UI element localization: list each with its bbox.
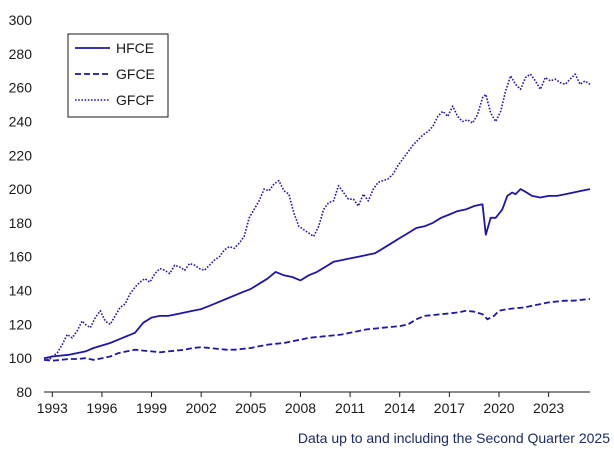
x-tick-label: 2014 [384,400,415,416]
y-tick-label: 120 [9,316,33,332]
y-tick-label: 180 [9,215,33,231]
legend-box [67,33,169,118]
y-tick-label: 260 [9,80,33,96]
x-tick-label: 2020 [483,400,514,416]
legend: HFCE GFCE GFCF [67,33,169,118]
y-tick-label: 160 [9,249,33,265]
y-tick-label: 240 [9,113,33,129]
y-axis: 80 100 120 140 160 180 200 220 240 260 280 300 [9,12,33,400]
legend-label-gfce: GFCE [116,66,155,82]
legend-label-hfce: HFCE [116,40,154,56]
legend-label-gfcf: GFCF [116,92,154,108]
x-tick-label: 1999 [136,400,167,416]
x-tick-label: 2002 [186,400,217,416]
y-tick-label: 100 [9,350,33,366]
y-tick-label: 200 [9,181,33,197]
x-axis: 1993 1996 1999 2002 2005 2008 2011 2014 2017 2020… [37,391,590,416]
series-line-gfcf [43,73,591,361]
series-layer [43,73,591,362]
y-tick-label: 140 [9,283,33,299]
y-tick-label: 80 [16,384,32,400]
series-line-hfce [43,188,591,360]
y-tick-label: 300 [9,12,33,28]
footnote: Data up to and including the Second Quar… [297,430,610,446]
x-tick-label: 2005 [235,400,266,416]
y-tick-label: 280 [9,46,33,62]
series-line-gfce [43,298,591,362]
x-tick-label: 1993 [37,400,68,416]
x-tick-label: 2017 [434,400,465,416]
x-tick-label: 2008 [285,400,316,416]
x-tick-label: 1996 [86,400,117,416]
y-tick-label: 220 [9,147,33,163]
x-tick-label: 2011 [335,400,365,416]
x-tick-label: 2023 [533,400,564,416]
